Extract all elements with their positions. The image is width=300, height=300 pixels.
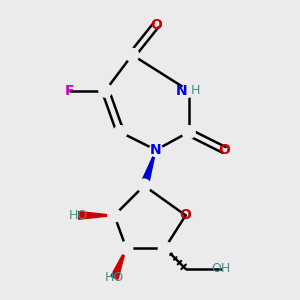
Text: OH: OH <box>212 262 231 275</box>
Text: F: F <box>65 84 74 98</box>
Text: O: O <box>180 208 192 222</box>
Circle shape <box>99 84 112 97</box>
Polygon shape <box>79 212 114 219</box>
Circle shape <box>108 209 121 222</box>
Text: N: N <box>150 143 162 157</box>
Circle shape <box>137 179 151 192</box>
Text: HO: HO <box>105 271 124 284</box>
Circle shape <box>149 143 163 157</box>
Circle shape <box>182 126 195 139</box>
Text: HO: HO <box>69 209 88 222</box>
Text: O: O <box>150 18 162 32</box>
Circle shape <box>114 126 127 139</box>
Text: H: H <box>191 84 200 97</box>
Polygon shape <box>111 248 126 279</box>
Circle shape <box>126 48 139 62</box>
Circle shape <box>158 242 171 255</box>
Circle shape <box>182 84 195 97</box>
Text: N: N <box>176 84 187 98</box>
Polygon shape <box>140 150 156 187</box>
Text: O: O <box>218 143 230 157</box>
Circle shape <box>120 242 133 255</box>
